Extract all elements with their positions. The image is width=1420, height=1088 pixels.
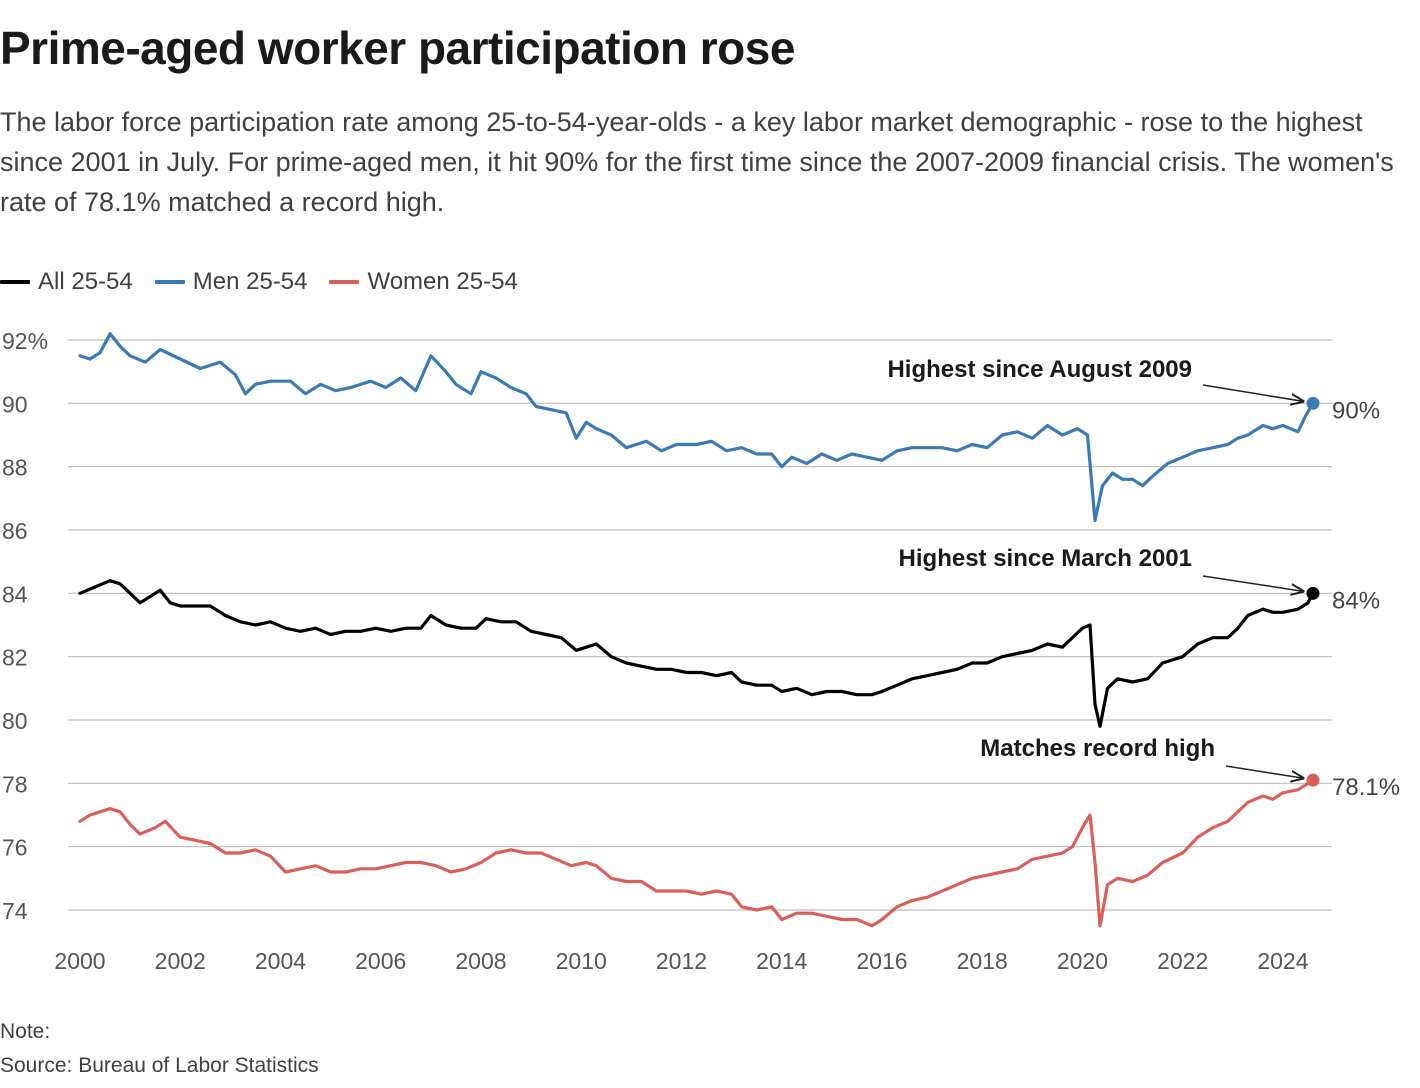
x-tick-label-2014: 2014 <box>756 948 807 974</box>
end-value-label-men: 90% <box>1332 397 1380 424</box>
y-tick-label-84: 84 <box>2 581 28 607</box>
y-tick-label-88: 88 <box>2 455 28 481</box>
x-tick-label-2022: 2022 <box>1157 948 1208 974</box>
legend-label-women: Women 25-54 <box>367 268 518 295</box>
y-tick-label-80: 80 <box>2 708 28 734</box>
series-line-men <box>78 332 1315 523</box>
y-tick-label-74: 74 <box>2 898 28 924</box>
y-tick-label-78: 78 <box>2 771 28 797</box>
line-chart: 92% 90 88 86 84 82 80 78 76 74 2000 2002 2004 2006 200… <box>2 328 1400 974</box>
end-point-all <box>1306 586 1320 600</box>
x-tick-label-2024: 2024 <box>1257 948 1308 974</box>
x-tick-label-2002: 2002 <box>155 948 206 974</box>
annotation-arrow-men <box>1202 384 1303 401</box>
end-value-label-women: 78.1% <box>1332 774 1400 801</box>
y-tick-label-82: 82 <box>2 645 28 671</box>
end-point-women <box>1306 773 1320 787</box>
y-tick-label-92: 92% <box>2 328 48 354</box>
x-tick-label-2018: 2018 <box>957 948 1008 974</box>
chart-legend: All 25-54 Men 25-54 Women 25-54 <box>0 268 540 296</box>
x-tick-label-2008: 2008 <box>455 948 506 974</box>
x-tick-label-2010: 2010 <box>556 948 607 974</box>
x-tick-label-2000: 2000 <box>54 948 105 974</box>
legend-label-all: All 25-54 <box>38 268 133 295</box>
annotation-arrow-all <box>1202 575 1303 591</box>
legend-swatch-all <box>0 280 30 284</box>
legend-item-men: Men 25-54 <box>154 268 308 296</box>
x-tick-label-2012: 2012 <box>656 948 707 974</box>
axis-layer: 92% 90 88 86 84 82 80 78 76 74 2000 2002 2004 2006 200… <box>2 328 1309 974</box>
y-tick-label-90: 90 <box>2 391 28 417</box>
annotation-all: Highest since March 2001 <box>899 545 1192 572</box>
y-tick-label-76: 76 <box>2 835 28 861</box>
x-tick-label-2016: 2016 <box>856 948 907 974</box>
x-tick-label-2020: 2020 <box>1057 948 1108 974</box>
annotation-layer: Highest since August 2009 Highest since M… <box>887 356 1303 778</box>
y-tick-label-86: 86 <box>2 518 28 544</box>
legend-swatch-men <box>154 280 185 284</box>
end-value-label-all: 84% <box>1332 587 1380 614</box>
chart-subtitle: The labor force participation rate among… <box>0 107 1394 217</box>
end-point-men <box>1306 396 1320 410</box>
chart-title: Prime-aged worker participation rose <box>0 22 795 74</box>
series-layer: 90% 84% 78.1% <box>78 332 1400 928</box>
x-tick-label-2006: 2006 <box>355 948 406 974</box>
series-line-all <box>78 579 1315 728</box>
annotation-arrow-women <box>1225 765 1303 778</box>
chart-note: Note: <box>0 1020 51 1043</box>
legend-swatch-women <box>329 280 360 284</box>
x-tick-label-2004: 2004 <box>255 948 306 974</box>
annotation-men: Highest since August 2009 <box>887 356 1192 383</box>
series-line-women <box>78 778 1315 928</box>
legend-item-women: Women 25-54 <box>329 268 518 296</box>
legend-label-men: Men 25-54 <box>192 268 308 295</box>
annotation-women: Matches record high <box>980 735 1215 762</box>
grid-layer <box>68 339 1332 911</box>
legend-item-all: All 25-54 <box>0 268 133 296</box>
chart-source: Source: Bureau of Labor Statistics <box>0 1054 319 1077</box>
